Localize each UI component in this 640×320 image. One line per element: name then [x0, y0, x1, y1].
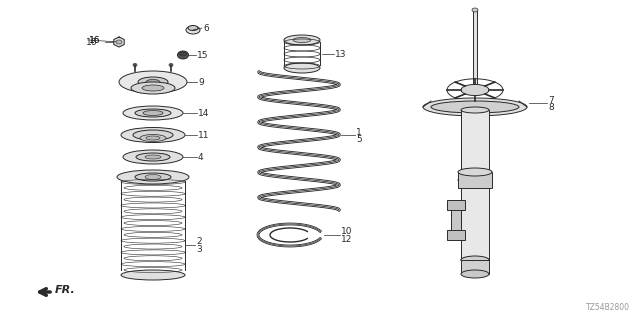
- Text: 13: 13: [335, 50, 346, 59]
- Polygon shape: [114, 37, 124, 47]
- Bar: [473, 10, 477, 88]
- Ellipse shape: [177, 51, 189, 59]
- Bar: [451, 205, 461, 235]
- Ellipse shape: [142, 85, 164, 91]
- Ellipse shape: [117, 170, 189, 184]
- Ellipse shape: [135, 109, 171, 117]
- Text: 16: 16: [89, 36, 100, 44]
- Ellipse shape: [116, 40, 122, 44]
- Ellipse shape: [284, 63, 320, 73]
- Ellipse shape: [133, 130, 173, 140]
- Ellipse shape: [458, 168, 492, 176]
- Text: 9: 9: [198, 77, 204, 86]
- Text: 14: 14: [198, 108, 209, 117]
- Ellipse shape: [169, 63, 173, 67]
- Ellipse shape: [431, 101, 519, 113]
- Bar: [447, 200, 465, 210]
- Ellipse shape: [461, 270, 489, 278]
- Ellipse shape: [186, 26, 200, 34]
- Ellipse shape: [123, 150, 183, 164]
- Ellipse shape: [143, 110, 163, 116]
- Ellipse shape: [145, 174, 161, 180]
- Ellipse shape: [461, 84, 489, 96]
- Ellipse shape: [293, 37, 311, 43]
- Ellipse shape: [423, 98, 527, 116]
- Text: 11: 11: [198, 131, 209, 140]
- Text: 15: 15: [197, 51, 209, 60]
- Text: FR.: FR.: [55, 285, 76, 295]
- Text: 16: 16: [89, 36, 100, 44]
- Ellipse shape: [458, 176, 492, 184]
- Text: 4: 4: [198, 153, 204, 162]
- Ellipse shape: [461, 257, 489, 263]
- Bar: [447, 230, 465, 240]
- Ellipse shape: [119, 71, 187, 93]
- Ellipse shape: [145, 155, 161, 159]
- Ellipse shape: [461, 107, 489, 113]
- Ellipse shape: [121, 127, 185, 142]
- Ellipse shape: [121, 270, 185, 280]
- Ellipse shape: [131, 82, 175, 94]
- Ellipse shape: [136, 153, 170, 161]
- Ellipse shape: [284, 35, 320, 45]
- Ellipse shape: [179, 52, 186, 56]
- Text: 1: 1: [356, 127, 362, 137]
- Bar: [458, 172, 492, 188]
- Ellipse shape: [146, 79, 160, 84]
- Text: 3: 3: [196, 244, 202, 253]
- Ellipse shape: [138, 77, 168, 87]
- Ellipse shape: [135, 173, 171, 181]
- Text: 10: 10: [341, 228, 353, 236]
- Text: 16: 16: [86, 37, 97, 46]
- Text: 5: 5: [356, 134, 362, 143]
- Ellipse shape: [472, 8, 478, 12]
- Text: 6: 6: [203, 23, 209, 33]
- Bar: [461, 260, 489, 274]
- Ellipse shape: [461, 256, 489, 264]
- Text: 7: 7: [548, 95, 554, 105]
- Ellipse shape: [188, 26, 198, 30]
- Ellipse shape: [133, 63, 137, 67]
- Ellipse shape: [123, 106, 183, 120]
- Text: 2: 2: [196, 237, 202, 246]
- Text: 8: 8: [548, 102, 554, 111]
- Text: 12: 12: [341, 235, 353, 244]
- Text: TZ54B2800: TZ54B2800: [586, 303, 630, 312]
- Ellipse shape: [140, 134, 166, 141]
- Ellipse shape: [146, 136, 160, 140]
- Bar: [461, 110, 489, 260]
